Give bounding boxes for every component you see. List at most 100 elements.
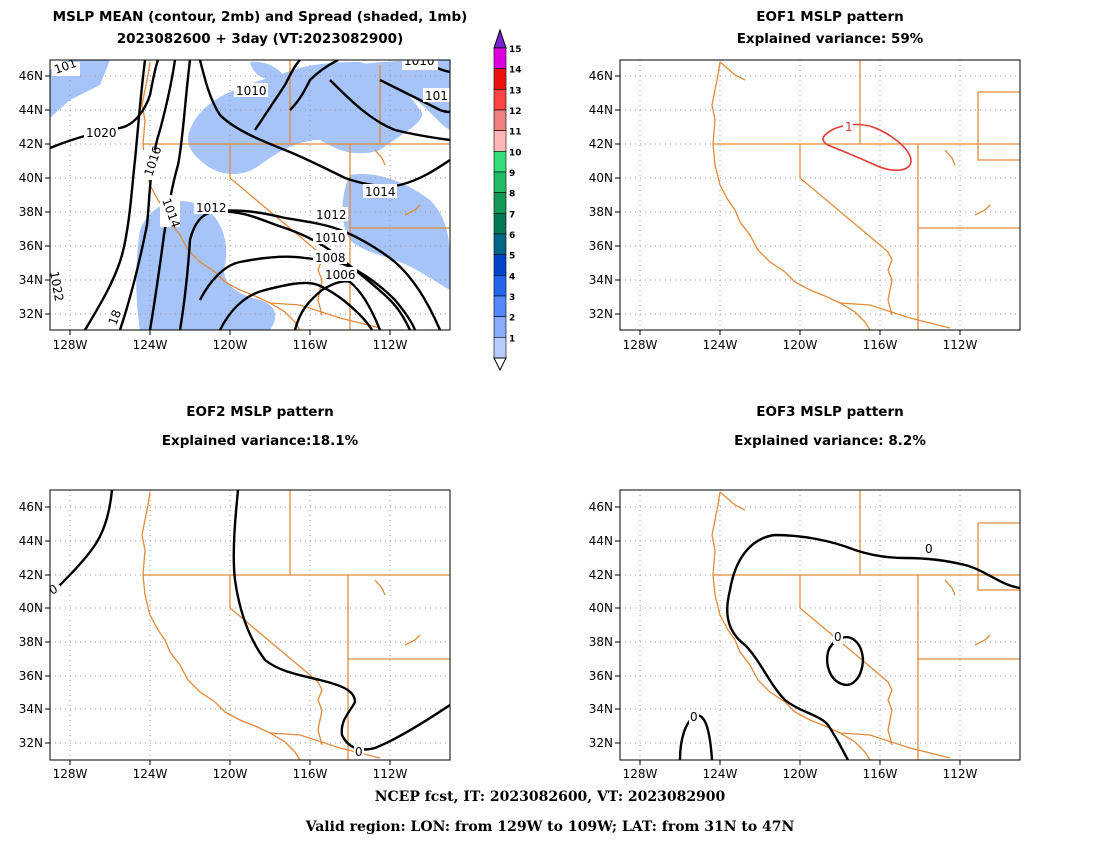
isobar-label: 1020 [86,126,117,140]
colorbar-label: 5 [509,252,515,262]
eof1-contour-label: 1 [845,120,853,134]
panel2-grid [620,60,1020,330]
svg-text:112W: 112W [943,767,978,781]
eof2-contours [54,490,450,751]
panel4-title-line2: Explained variance: 8.2% [734,433,926,449]
colorbar-label: 11 [509,128,522,138]
svg-text:42N: 42N [19,137,43,151]
panel4-title: EOF3 MSLP pattern Explained variance: 8.… [620,404,1040,449]
svg-text:124W: 124W [133,767,168,781]
colorbar-label: 1 [509,334,515,344]
svg-text:34N: 34N [589,702,613,716]
eof1-contour [822,123,912,172]
colorbar-label: 9 [509,169,515,179]
svg-text:32N: 32N [589,736,613,750]
isobar-label: 18 [106,308,124,327]
svg-text:124W: 124W [703,767,738,781]
svg-text:32N: 32N [589,307,613,321]
svg-text:42N: 42N [589,137,613,151]
svg-text:34N: 34N [589,273,613,287]
svg-text:42N: 42N [589,568,613,582]
isobar-label: 1014 [365,185,396,199]
svg-text:38N: 38N [19,205,43,219]
eof3-contour-label: 0 [925,542,933,556]
panel1-title-line1: MSLP MEAN (contour, 2mb) and Spread (sha… [52,9,468,25]
colorbar-label: 10 [509,148,522,158]
colorbar-label: 8 [509,190,515,200]
colorbar-labels: 15 14 13 12 11 10 9 8 7 6 5 4 3 2 1 [509,45,522,344]
svg-text:36N: 36N [19,669,43,683]
svg-text:46N: 46N [589,500,613,514]
svg-text:32N: 32N [19,307,43,321]
svg-text:112W: 112W [943,338,978,352]
panel3-lon-labels: 128W 124W 120W 116W 112W [53,767,408,781]
svg-text:36N: 36N [589,239,613,253]
isobar-label: 1022 [47,270,66,303]
colorbar-label: 15 [509,45,522,55]
svg-text:120W: 120W [213,767,248,781]
svg-text:38N: 38N [589,205,613,219]
svg-text:124W: 124W [703,338,738,352]
svg-text:128W: 128W [53,767,88,781]
isobar-label: 1010 [315,231,346,245]
colorbar-label: 13 [509,86,522,96]
svg-text:36N: 36N [589,669,613,683]
svg-text:40N: 40N [19,171,43,185]
panel2-title-line2: Explained variance: 59% [736,31,924,47]
svg-text:116W: 116W [863,767,898,781]
isobar-labels: 1020 1016 1014 1012 1010 1012 1010 1008 … [47,60,450,327]
svg-text:128W: 128W [623,338,658,352]
colorbar-label: 12 [509,107,522,117]
panel2-lon-labels: 128W 124W 120W 116W 112W [623,338,978,352]
eof2-contour-label: 0 [47,582,61,598]
svg-text:32N: 32N [19,736,43,750]
svg-text:124W: 124W [133,338,168,352]
svg-text:112W: 112W [373,338,408,352]
panel3-title-line2: Explained variance:18.1% [161,433,359,449]
isobar-label: 1010 [236,84,267,98]
isobar-label: 1008 [315,251,346,265]
svg-text:120W: 120W [213,338,248,352]
colorbar-label: 14 [509,66,522,76]
svg-text:44N: 44N [19,534,43,548]
svg-text:46N: 46N [589,69,613,83]
panel4-lon-labels: 128W 124W 120W 116W 112W [623,767,978,781]
colorbar-label: 4 [509,272,515,282]
svg-text:40N: 40N [589,601,613,615]
colorbar-label: 6 [509,231,515,241]
panel2-borders [711,60,1020,330]
panel2-title-line1: EOF1 MSLP pattern [756,9,904,25]
panel4-title-line1: EOF3 MSLP pattern [756,404,904,420]
eof3-contours [678,533,1020,760]
colorbar-label: 7 [509,210,515,220]
svg-text:120W: 120W [783,338,818,352]
svg-text:116W: 116W [293,338,328,352]
panel1-title-line2: 2023082600 + 3day (VT:2023082900) [116,31,404,47]
svg-text:34N: 34N [19,273,43,287]
eof3-contour-label: 0 [690,710,698,724]
panel4-lat-labels: 46N 44N 42N 40N 38N 36N 34N 32N [589,500,613,750]
svg-text:112W: 112W [373,767,408,781]
svg-text:34N: 34N [19,702,43,716]
svg-text:128W: 128W [53,338,88,352]
spread-colorbar: 15 14 13 12 11 10 9 8 7 6 5 4 3 2 1 [493,28,522,372]
colorbar-boxes [493,47,507,359]
svg-text:46N: 46N [19,500,43,514]
panel4-borders [711,490,1020,760]
isobar-label: 101 [425,89,448,103]
panel3-title-line1: EOF2 MSLP pattern [186,404,334,420]
svg-text:44N: 44N [589,534,613,548]
svg-text:44N: 44N [589,103,613,117]
svg-text:116W: 116W [293,767,328,781]
panel2-title: EOF1 MSLP pattern Explained variance: 59… [620,9,1040,47]
panel1-lat-labels: 46N 44N 42N 40N 38N 36N 34N 32N [19,69,43,321]
svg-text:40N: 40N [19,601,43,615]
isobar-label: 1006 [325,268,356,282]
isobar-label: 1012 [196,201,227,215]
svg-text:116W: 116W [863,338,898,352]
eof3-contour-label: 0 [834,630,842,644]
colorbar-label: 3 [509,293,515,303]
isobar-label: 1012 [316,208,347,222]
